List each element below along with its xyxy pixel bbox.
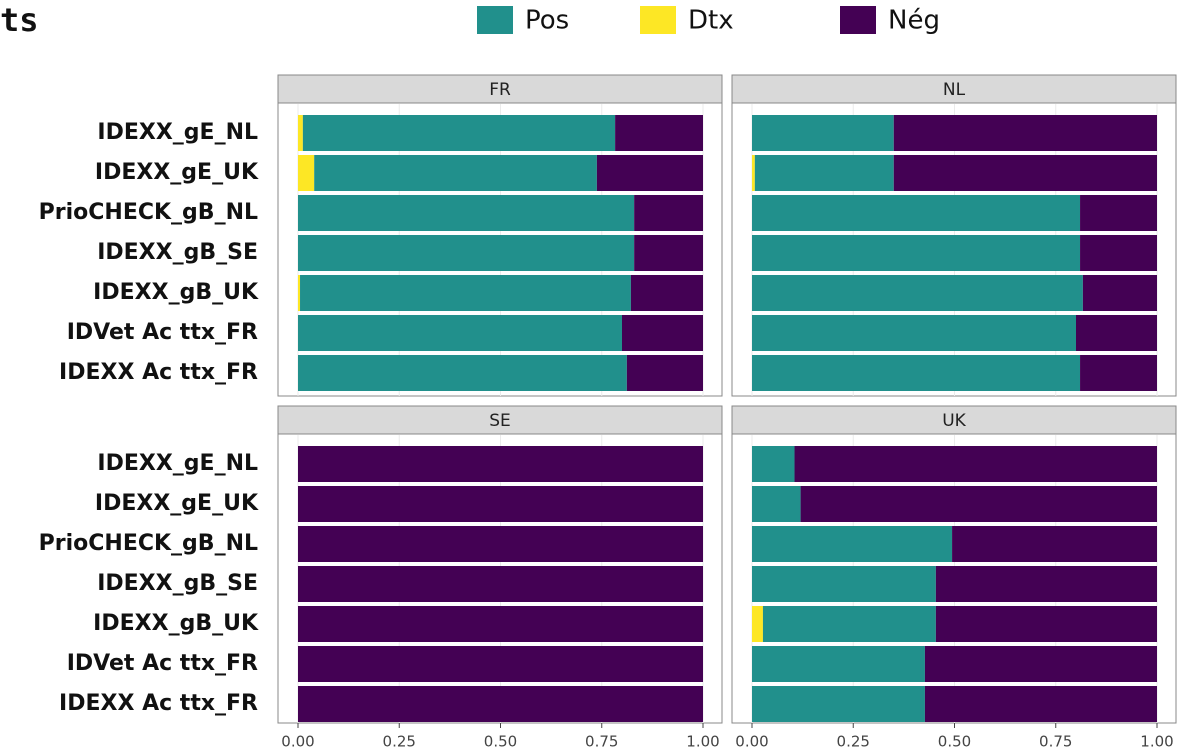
category-label: IDEXX_gB_UK [93, 611, 259, 636]
bar-segment [298, 446, 703, 482]
bar-segment [752, 235, 1081, 271]
category-label: PrioCHECK_gB_NL [39, 531, 258, 556]
bar-segment [298, 235, 635, 271]
legend-label: Nég [888, 6, 940, 36]
bar-segment [622, 315, 703, 351]
bar-segment [634, 235, 703, 271]
bar-segment [893, 115, 1157, 151]
bar-segment [752, 446, 795, 482]
category-label: IDVet Ac ttx_FR [67, 320, 258, 345]
bar-segment [298, 355, 627, 391]
bar-segment [1082, 275, 1157, 311]
bar-segment [752, 566, 936, 602]
bar-segment [626, 355, 703, 391]
panel-strip [731, 74, 1177, 104]
category-label: IDEXX_gE_UK [95, 160, 259, 185]
bar-segment [752, 315, 1076, 351]
bar-segment [924, 646, 1157, 682]
category-label: IDVet Ac ttx_FR [67, 651, 258, 676]
bar-segment [298, 566, 703, 602]
panel-title: SE [489, 411, 511, 431]
bar-segment [314, 155, 597, 191]
panel-strip [277, 405, 723, 435]
bar-segment [893, 155, 1157, 191]
bar-segment [752, 195, 1081, 231]
x-tick-label: 0.50 [484, 733, 517, 751]
bar-segment [298, 526, 703, 562]
x-tick-label: 1.00 [1140, 733, 1173, 751]
panel-strip [277, 74, 723, 104]
bar-segment [298, 686, 703, 722]
bar-segment [302, 115, 616, 151]
legend-label: Pos [525, 6, 569, 36]
bar-segment [298, 486, 703, 522]
category-label: IDEXX Ac ttx_FR [59, 691, 258, 716]
bar-segment [752, 486, 801, 522]
panel-title: FR [489, 80, 511, 100]
bar-segment [752, 275, 1083, 311]
legend-swatch [840, 6, 876, 34]
bar-segment [298, 315, 622, 351]
bar-segment [754, 155, 894, 191]
bar-segment [935, 606, 1157, 642]
category-label: IDEXX Ac ttx_FR [59, 360, 258, 385]
bar-segment [298, 606, 703, 642]
bar-segment [752, 646, 925, 682]
x-tick-label: 0.25 [383, 733, 416, 751]
bar-segment [298, 115, 303, 151]
bar-segment [752, 355, 1081, 391]
panel-title: UK [942, 411, 966, 431]
bar-segment [752, 606, 763, 642]
panel-strip [731, 405, 1177, 435]
x-tick-label: 0.75 [1039, 733, 1072, 751]
bar-segment [596, 155, 703, 191]
legend-swatch [477, 6, 513, 34]
bar-segment [1076, 315, 1157, 351]
bar-segment [752, 115, 894, 151]
bar-segment [630, 275, 703, 311]
bar-segment [935, 566, 1157, 602]
bar-segment [298, 275, 301, 311]
bar-segment [800, 486, 1157, 522]
bar-segment [298, 195, 635, 231]
x-tick-label: 0.25 [837, 733, 870, 751]
bar-segment [1080, 195, 1157, 231]
legend-label: Dtx [688, 6, 734, 36]
category-label: IDEXX_gE_NL [97, 120, 258, 145]
bar-segment [1080, 235, 1157, 271]
category-label: IDEXX_gE_NL [97, 451, 258, 476]
category-label: IDEXX_gB_UK [93, 280, 259, 305]
bar-segment [634, 195, 703, 231]
x-tick-label: 0.00 [735, 733, 768, 751]
x-tick-label: 1.00 [686, 733, 719, 751]
bar-segment [924, 686, 1157, 722]
legend-swatch [640, 6, 676, 34]
bar-segment [1080, 355, 1157, 391]
x-tick-label: 0.50 [938, 733, 971, 751]
bar-segment [752, 155, 755, 191]
bar-segment [615, 115, 703, 151]
x-tick-label: 0.00 [281, 733, 314, 751]
bar-segment [794, 446, 1157, 482]
bar-segment [298, 155, 315, 191]
bar-segment [752, 526, 953, 562]
page-title: ts [0, 1, 39, 39]
bar-segment [300, 275, 631, 311]
bar-segment [298, 646, 703, 682]
category-label: IDEXX_gE_UK [95, 491, 259, 516]
panel-title: NL [943, 80, 966, 100]
category-label: PrioCHECK_gB_NL [39, 200, 258, 225]
bar-segment [752, 686, 925, 722]
category-label: IDEXX_gB_SE [97, 240, 258, 265]
bar-segment [762, 606, 936, 642]
category-label: IDEXX_gB_SE [97, 571, 258, 596]
x-tick-label: 0.75 [585, 733, 618, 751]
bar-segment [952, 526, 1157, 562]
